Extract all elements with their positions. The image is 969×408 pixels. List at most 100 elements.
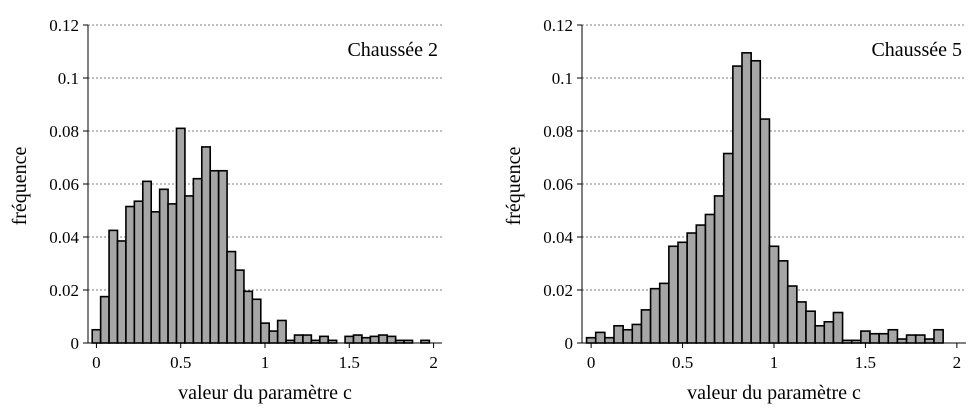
histogram-bar xyxy=(631,323,643,344)
histogram-bar xyxy=(750,59,762,344)
panel-title: Chaussée 5 xyxy=(871,39,962,61)
histogram-bar xyxy=(352,334,363,344)
histogram-bar xyxy=(924,338,935,344)
histogram-bar xyxy=(741,52,752,344)
histogram-bar xyxy=(777,260,789,344)
histogram-bar xyxy=(905,334,917,344)
bar-series xyxy=(91,127,431,344)
histogram-bar xyxy=(150,211,161,344)
histogram-bar xyxy=(276,319,287,344)
histogram-bar xyxy=(832,311,844,344)
y-tick-label: 0.04 xyxy=(49,228,79,247)
x-axis-title: valeur du paramètre c xyxy=(178,382,352,404)
x-tick-label: 2 xyxy=(953,353,962,372)
x-tick-label: 1 xyxy=(261,353,270,372)
y-tick-label: 0.08 xyxy=(49,122,79,141)
histogram-bar xyxy=(768,245,780,344)
grid-lines xyxy=(88,24,442,291)
histogram-bar xyxy=(175,127,186,344)
x-tick-label: 0 xyxy=(587,353,596,372)
y-tick-label: 0.12 xyxy=(49,16,79,35)
bar-series xyxy=(585,52,944,344)
histogram-bar xyxy=(896,338,908,344)
histogram-bar xyxy=(234,269,245,344)
histogram-bar xyxy=(933,328,944,344)
histogram-bar xyxy=(318,335,330,344)
histogram-bar xyxy=(668,245,679,344)
histogram-bar xyxy=(167,203,178,344)
histogram-bar xyxy=(369,335,380,344)
histogram-bar xyxy=(914,334,926,344)
histogram-bar xyxy=(823,320,835,344)
x-tick-labels: 0 0.5 1 1.5 2 xyxy=(92,343,438,372)
x-tick-label: 1.5 xyxy=(855,353,876,372)
histogram-bar xyxy=(259,322,271,344)
histogram-bar xyxy=(677,241,688,344)
histogram-bar xyxy=(377,334,389,344)
histogram-bar xyxy=(200,146,212,344)
histogram-bar xyxy=(116,240,127,344)
y-axis-title: fréquence xyxy=(9,146,31,225)
histogram-bar xyxy=(594,331,606,344)
chart-panel-chaussee-5: 0 0.02 0.04 0.06 0.08 0.1 0.12 0 0.5 1 1.5 2 fréqu… xyxy=(503,16,966,404)
histogram-bar xyxy=(361,336,372,344)
histogram-bar xyxy=(878,332,890,344)
histogram-bar xyxy=(302,334,313,344)
y-tick-label: 0.08 xyxy=(543,122,573,141)
histogram-bar xyxy=(869,332,880,344)
x-tick-label: 2 xyxy=(429,353,438,372)
y-tick-label: 0.06 xyxy=(543,175,573,194)
histogram-bar xyxy=(585,336,597,344)
histogram-bar xyxy=(695,224,707,344)
x-tick-label: 0.5 xyxy=(170,353,191,372)
histogram-bar xyxy=(622,328,634,344)
y-tick-label: 0.02 xyxy=(49,281,79,300)
x-tick-label: 1 xyxy=(770,353,779,372)
x-tick-label: 1.5 xyxy=(339,353,360,372)
histogram-bar xyxy=(732,65,743,344)
histogram-bar xyxy=(386,335,397,344)
x-tick-label: 0 xyxy=(92,353,101,372)
y-tick-label: 0.1 xyxy=(552,69,573,88)
histogram-bar xyxy=(887,328,899,344)
histogram-bar xyxy=(226,250,237,344)
histogram-bar xyxy=(759,118,771,344)
histogram-bar xyxy=(796,301,807,344)
histogram-bar xyxy=(805,310,816,344)
histogram-bar xyxy=(786,285,798,344)
y-tick-label: 0.06 xyxy=(49,175,79,194)
y-tick-label: 0.12 xyxy=(543,16,573,35)
histogram-bar xyxy=(125,205,136,344)
histogram-bar xyxy=(814,324,826,344)
panel-title: Chaussée 2 xyxy=(347,39,438,61)
histogram-bar xyxy=(192,177,203,344)
histogram-bar xyxy=(344,335,355,344)
histogram-bar xyxy=(108,229,119,344)
histogram-bar xyxy=(860,330,871,344)
histogram-bar xyxy=(133,200,144,344)
histogram-bar xyxy=(243,290,254,344)
histogram-bar xyxy=(217,169,228,344)
histogram-bar xyxy=(268,330,279,344)
y-tick-labels: 0 0.02 0.04 0.06 0.08 0.1 0.12 xyxy=(543,16,582,353)
histogram-bar xyxy=(704,213,716,344)
histogram-bar xyxy=(141,180,153,344)
histogram-bar xyxy=(209,169,220,344)
histogram-bar xyxy=(604,336,615,344)
y-tick-label: 0.04 xyxy=(543,228,573,247)
histogram-bar xyxy=(658,282,670,344)
y-axis-title: fréquence xyxy=(503,146,525,225)
histogram-bar xyxy=(99,295,110,344)
histogram-bar xyxy=(91,328,102,344)
y-tick-labels: 0 0.02 0.04 0.06 0.08 0.1 0.12 xyxy=(49,16,88,353)
x-axis-title: valeur du paramètre c xyxy=(687,382,861,404)
x-tick-label: 0.5 xyxy=(672,353,693,372)
x-tick-labels: 0 0.5 1 1.5 2 xyxy=(587,343,961,372)
histogram-bar xyxy=(293,334,304,344)
histogram-bar xyxy=(722,152,734,344)
histogram-bar xyxy=(649,287,661,344)
histogram-bar xyxy=(686,232,698,344)
y-tick-label: 0 xyxy=(71,334,80,353)
y-tick-label: 0 xyxy=(565,334,574,353)
